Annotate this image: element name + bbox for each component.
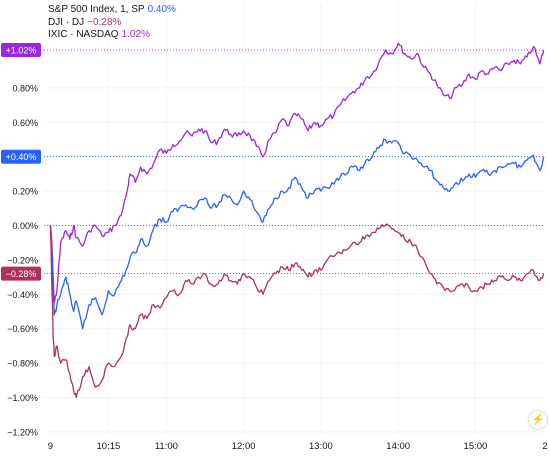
x-tick-label: 15:00 [464, 441, 488, 452]
legend-label: S&P 500 Index, 1, SP [48, 4, 145, 15]
y-tick-label: 0.20% [12, 187, 38, 197]
series-line [49, 42, 545, 304]
axis-layer: 1.00%0.80%0.60%0.40%0.20%0.00%−0.20%−0.4… [7, 49, 547, 452]
y-tick-label: −0.60% [7, 324, 38, 334]
badge-text: +0.40% [6, 152, 37, 162]
last-value-badge: +1.02% [1, 43, 41, 58]
last-value-badge: −0.28% [1, 266, 41, 281]
legend-value: 1.02% [121, 29, 150, 40]
badge-background [1, 149, 41, 164]
y-tick-label: 0.80% [12, 83, 38, 93]
x-tick-label: 10:15 [97, 441, 121, 452]
x-tick-label: 14:00 [386, 441, 410, 452]
y-tick-label: −0.40% [7, 290, 38, 300]
y-tick-label: −1.20% [7, 427, 38, 437]
legend-item-dji[interactable]: DJI · DJ −0.28% [48, 17, 176, 30]
y-tick-label: −0.20% [7, 255, 38, 265]
x-tick-label: 13:00 [309, 441, 333, 452]
legend-value: −0.28% [87, 16, 122, 28]
x-tick-label: 2 [542, 441, 547, 452]
y-tick-label: −0.80% [7, 359, 38, 369]
legend-value: 0.40% [147, 4, 176, 15]
badge-background [1, 43, 41, 58]
x-tick-label: 9 [48, 441, 53, 452]
badge-text: −0.28% [6, 269, 37, 279]
badge-layer: +1.02% +0.40% −0.28% [1, 43, 545, 281]
last-value-badge: +0.40% [1, 149, 41, 164]
legend-item-ixic[interactable]: IXIC · NASDAQ 1.02% [48, 29, 176, 42]
y-tick-label: −1.00% [7, 393, 38, 403]
lightning-icon[interactable]: ⚡ [529, 411, 547, 429]
x-tick-label: 12:00 [232, 441, 256, 452]
badge-background [1, 266, 41, 281]
y-tick-label: 0.60% [12, 118, 38, 128]
badge-text: +1.02% [6, 46, 37, 56]
series-line [49, 223, 545, 399]
legend-label: DJI · DJ [48, 16, 85, 28]
y-tick-label: 0.00% [12, 221, 38, 231]
legend-label: IXIC · NASDAQ [48, 29, 119, 40]
x-tick-label: 11:00 [155, 441, 178, 452]
chart-legend: S&P 500 Index, 1, SP 0.40% DJI · DJ −0.28%… [48, 4, 176, 42]
series-layer [49, 42, 545, 399]
series-line [49, 138, 545, 330]
legend-item-spx[interactable]: S&P 500 Index, 1, SP 0.40% [48, 4, 176, 17]
